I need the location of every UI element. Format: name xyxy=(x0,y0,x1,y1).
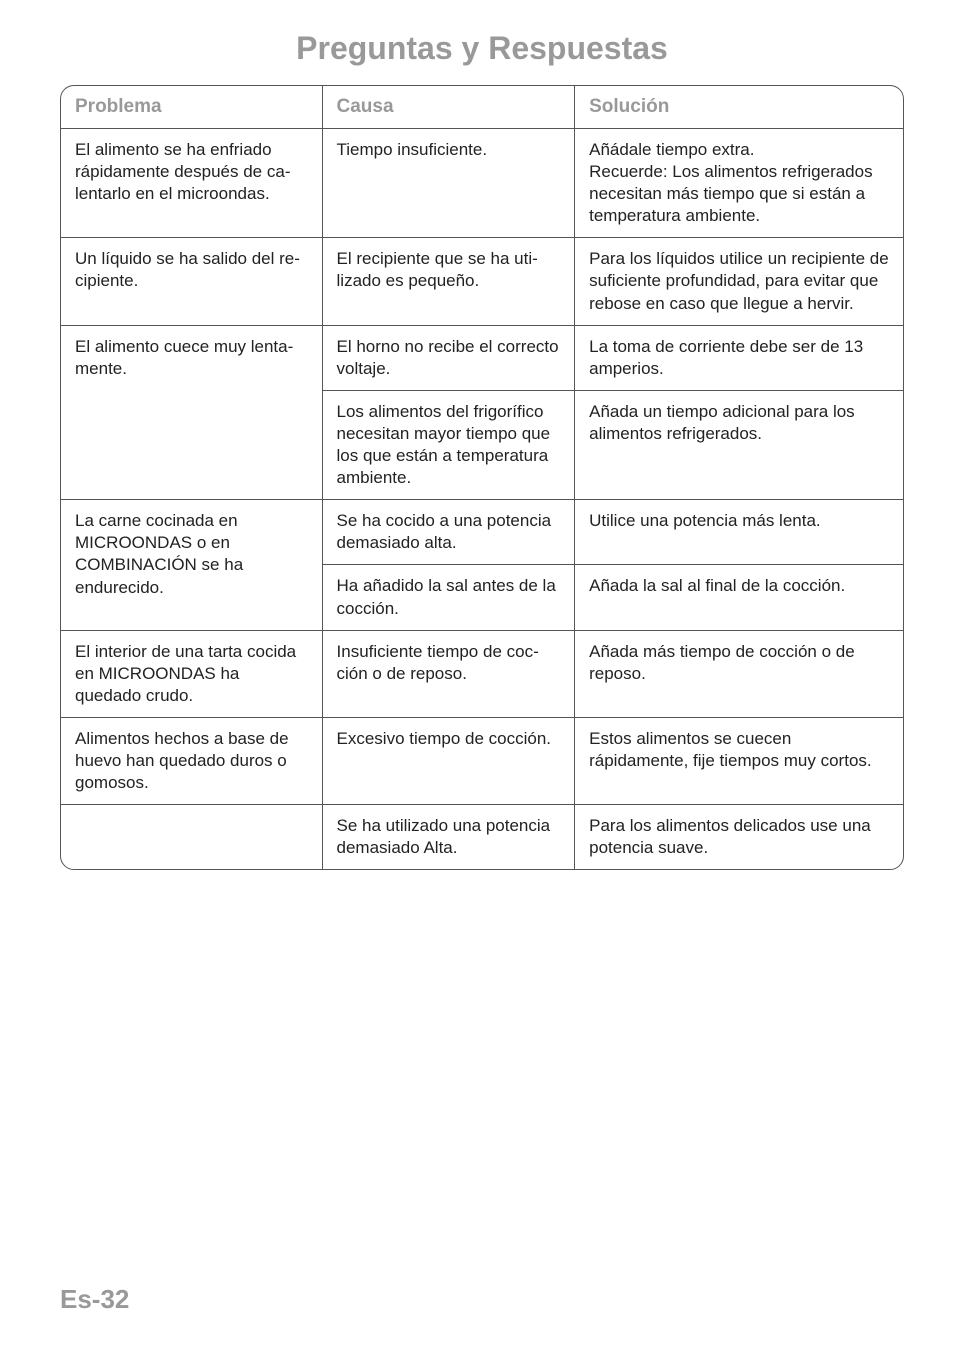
page-title: Preguntas y Respuestas xyxy=(60,30,904,67)
faq-table-container: Problema Causa Solución El alimento se h… xyxy=(60,85,904,870)
cell-problema: El alimento cuece muy lenta­mente. xyxy=(61,325,322,500)
col-header-causa: Causa xyxy=(322,86,575,129)
table-row: Se ha utilizado una poten­cia demasiado … xyxy=(61,805,903,870)
table-row: Un líquido se ha salido del re­cipiente.… xyxy=(61,238,903,325)
cell-causa: Excesivo tiempo de coc­ción. xyxy=(322,717,575,804)
faq-table: Problema Causa Solución El alimento se h… xyxy=(61,86,903,869)
cell-causa: Ha añadido la sal antes de la cocción. xyxy=(322,565,575,630)
cell-solucion: Para los alimentos delicados use una pot… xyxy=(575,805,903,870)
cell-causa: Se ha utilizado una poten­cia demasiado … xyxy=(322,805,575,870)
cell-causa: Insuficiente tiempo de coc­ción o de rep… xyxy=(322,630,575,717)
table-row: La carne cocinada en MICROONDAS o en COM… xyxy=(61,500,903,565)
cell-causa: Se ha cocido a una poten­cia demasiado a… xyxy=(322,500,575,565)
table-row: Alimentos hechos a base de huevo han que… xyxy=(61,717,903,804)
cell-problema: El interior de una tarta cocida en MICRO… xyxy=(61,630,322,717)
cell-solucion: Añádale tiempo extra.Recuerde: Los alime… xyxy=(575,129,903,238)
cell-causa: Los alimentos del frigorífico necesitan … xyxy=(322,390,575,499)
col-header-solucion: Solución xyxy=(575,86,903,129)
cell-solucion: Para los líquidos utilice un recipi­ente… xyxy=(575,238,903,325)
cell-solucion: Añada la sal al final de la cocción. xyxy=(575,565,903,630)
table-row: El alimento cuece muy lenta­mente. El ho… xyxy=(61,325,903,390)
cell-solucion: Añada más tiempo de cocción o de reposo. xyxy=(575,630,903,717)
cell-problema xyxy=(61,805,322,870)
col-header-problema: Problema xyxy=(61,86,322,129)
cell-causa: Tiempo insuficiente. xyxy=(322,129,575,238)
cell-causa: El recipiente que se ha uti­lizado es pe… xyxy=(322,238,575,325)
table-row: El interior de una tarta cocida en MICRO… xyxy=(61,630,903,717)
table-row: El alimento se ha enfriado rápidamente d… xyxy=(61,129,903,238)
cell-solucion: Utilice una potencia más lenta. xyxy=(575,500,903,565)
cell-problema: Un líquido se ha salido del re­cipiente. xyxy=(61,238,322,325)
cell-problema: La carne cocinada en MICROONDAS o en COM… xyxy=(61,500,322,630)
cell-problema: El alimento se ha enfriado rápidamente d… xyxy=(61,129,322,238)
cell-problema: Alimentos hechos a base de huevo han que… xyxy=(61,717,322,804)
page-footer: Es-32 xyxy=(60,1284,129,1315)
cell-solucion: La toma de corriente debe ser de 13 ampe… xyxy=(575,325,903,390)
table-header-row: Problema Causa Solución xyxy=(61,86,903,129)
cell-causa: El horno no recibe el correcto voltaje. xyxy=(322,325,575,390)
cell-solucion: Estos alimentos se cuecen rápidamente, f… xyxy=(575,717,903,804)
cell-solucion: Añada un tiempo adicional para los alime… xyxy=(575,390,903,499)
